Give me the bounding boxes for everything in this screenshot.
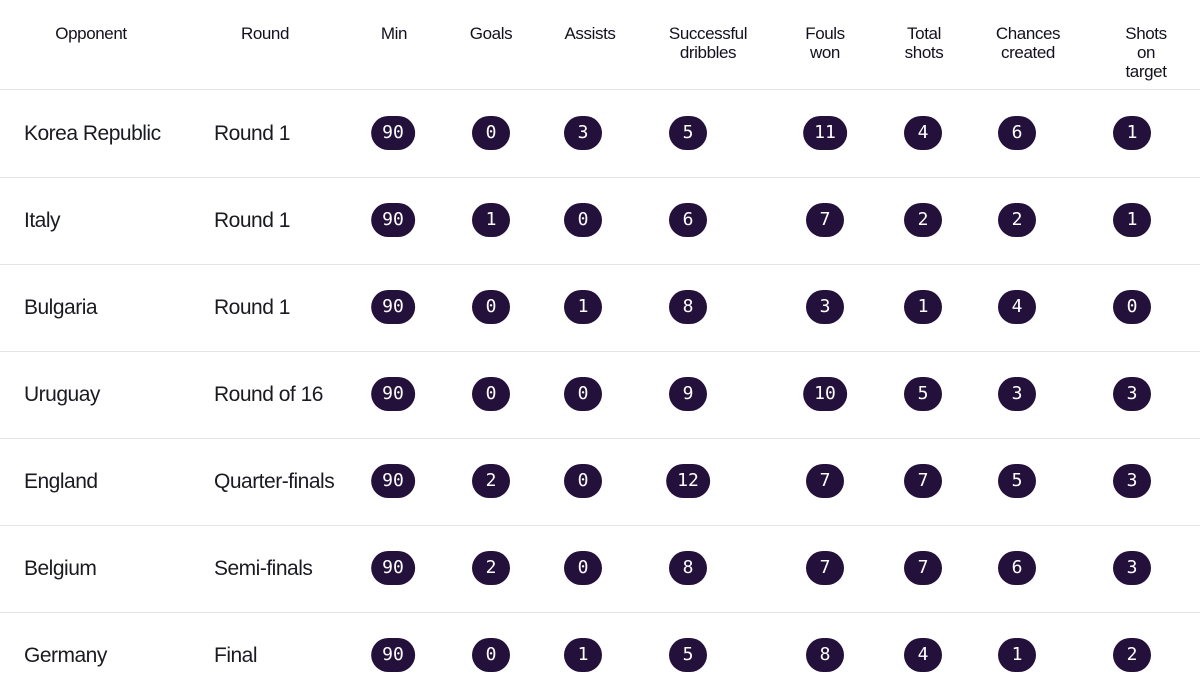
header-fouls-won: Fouls won [805,24,845,62]
chances-created-value-pill: 1 [998,638,1036,672]
shots-on-target-value-pill: 3 [1113,464,1151,498]
fouls-won-value-pill: 7 [806,464,844,498]
header-successful-dribbles: Successful dribbles [668,24,748,62]
round-cell: Round 1 [214,122,290,145]
round-cell: Semi-finals [214,557,313,580]
opponent-cell: England [24,470,98,493]
chances-created-value-pill: 4 [998,290,1036,324]
table-row: Korea Republic Round 1 90 0 3 5 11 4 6 1 [0,91,1200,178]
min-value-pill: 90 [371,551,415,585]
header-opponent: Opponent [55,24,127,43]
min-value-pill: 90 [371,290,415,324]
header-min: Min [380,24,408,43]
successful-dribbles-value-pill: 5 [669,638,707,672]
table-row: Belgium Semi-finals 90 2 0 8 7 7 6 3 [0,526,1200,613]
total-shots-value-pill: 7 [904,551,942,585]
fouls-won-value-pill: 7 [806,203,844,237]
opponent-cell: Belgium [24,557,97,580]
header-shots-on-target: Shots on target [1125,24,1167,81]
goals-value-pill: 0 [472,377,510,411]
table-row: Bulgaria Round 1 90 0 1 8 3 1 4 0 [0,265,1200,352]
min-value-pill: 90 [371,203,415,237]
header-goals: Goals [469,24,513,43]
total-shots-value-pill: 4 [904,638,942,672]
successful-dribbles-value-pill: 9 [669,377,707,411]
total-shots-value-pill: 2 [904,203,942,237]
assists-value-pill: 1 [564,290,602,324]
goals-value-pill: 1 [472,203,510,237]
table-header: Opponent Round Min Goals Assists Success… [0,0,1200,90]
total-shots-value-pill: 5 [904,377,942,411]
successful-dribbles-value-pill: 5 [669,116,707,150]
goals-value-pill: 0 [472,638,510,672]
shots-on-target-value-pill: 1 [1113,203,1151,237]
shots-on-target-value-pill: 0 [1113,290,1151,324]
shots-on-target-value-pill: 1 [1113,116,1151,150]
assists-value-pill: 0 [564,377,602,411]
goals-value-pill: 2 [472,551,510,585]
goals-value-pill: 0 [472,116,510,150]
fouls-won-value-pill: 7 [806,551,844,585]
chances-created-value-pill: 5 [998,464,1036,498]
chances-created-value-pill: 6 [998,551,1036,585]
shots-on-target-value-pill: 2 [1113,638,1151,672]
table-row: Uruguay Round of 16 90 0 0 9 10 5 3 3 [0,352,1200,439]
header-chances-created: Chances created [995,24,1061,62]
round-cell: Round 1 [214,296,290,319]
round-cell: Final [214,644,258,667]
min-value-pill: 90 [371,116,415,150]
fouls-won-value-pill: 3 [806,290,844,324]
table-row: Italy Round 1 90 1 0 6 7 2 2 1 [0,178,1200,265]
successful-dribbles-value-pill: 8 [669,290,707,324]
round-cell: Round of 16 [214,383,323,406]
round-cell: Quarter-finals [214,470,335,493]
goals-value-pill: 2 [472,464,510,498]
table-row: Germany Final 90 0 1 5 8 4 1 2 [0,613,1200,700]
assists-value-pill: 3 [564,116,602,150]
min-value-pill: 90 [371,464,415,498]
header-total-shots: Total shots [904,24,944,62]
total-shots-value-pill: 4 [904,116,942,150]
chances-created-value-pill: 6 [998,116,1036,150]
fouls-won-value-pill: 11 [803,116,847,150]
shots-on-target-value-pill: 3 [1113,377,1151,411]
table-row: England Quarter-finals 90 2 0 12 7 7 5 3 [0,439,1200,526]
total-shots-value-pill: 7 [904,464,942,498]
goals-value-pill: 0 [472,290,510,324]
round-cell: Round 1 [214,209,290,232]
assists-value-pill: 0 [564,464,602,498]
fouls-won-value-pill: 8 [806,638,844,672]
total-shots-value-pill: 1 [904,290,942,324]
assists-value-pill: 0 [564,203,602,237]
assists-value-pill: 0 [564,551,602,585]
min-value-pill: 90 [371,377,415,411]
min-value-pill: 90 [371,638,415,672]
fouls-won-value-pill: 10 [803,377,847,411]
opponent-cell: Uruguay [24,383,100,406]
chances-created-value-pill: 3 [998,377,1036,411]
opponent-cell: Germany [24,644,107,667]
header-round: Round [240,24,290,43]
chances-created-value-pill: 2 [998,203,1036,237]
shots-on-target-value-pill: 3 [1113,551,1151,585]
opponent-cell: Italy [24,209,61,232]
assists-value-pill: 1 [564,638,602,672]
opponent-cell: Bulgaria [24,296,98,319]
successful-dribbles-value-pill: 8 [669,551,707,585]
opponent-cell: Korea Republic [24,122,161,145]
successful-dribbles-value-pill: 12 [666,464,710,498]
successful-dribbles-value-pill: 6 [669,203,707,237]
header-assists: Assists [564,24,616,43]
